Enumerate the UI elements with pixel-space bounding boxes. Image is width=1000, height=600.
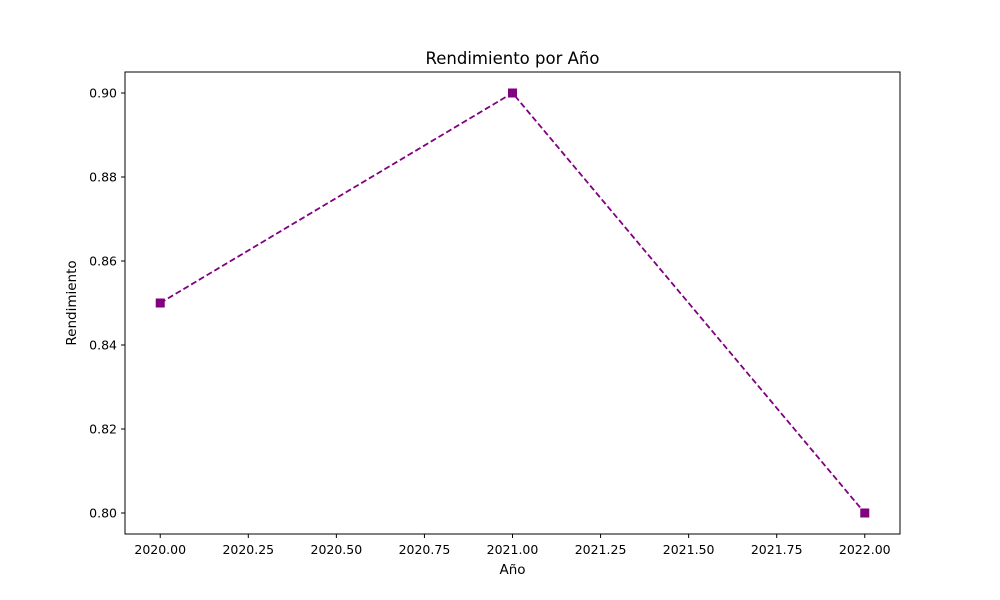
x-axis-ticks: 2020.00 2020.25 2020.50 2020.75 2021.00 2021.… bbox=[134, 534, 891, 557]
y-axis-ticks: 0.80 0.82 0.84 0.86 0.88 0.90 bbox=[89, 86, 125, 521]
y-tick-label: 0.88 bbox=[89, 170, 117, 185]
x-tick-label: 2021.50 bbox=[663, 542, 715, 557]
x-tick-label: 2020.25 bbox=[222, 542, 274, 557]
x-tick-label: 2021.75 bbox=[751, 542, 803, 557]
chart-title: Rendimiento por Año bbox=[426, 49, 600, 68]
y-tick-label: 0.86 bbox=[89, 254, 117, 269]
data-point-marker bbox=[508, 88, 517, 98]
x-tick-label: 2021.25 bbox=[575, 542, 627, 557]
x-tick-label: 2020.75 bbox=[399, 542, 451, 557]
plot-area bbox=[155, 88, 870, 518]
x-tick-label: 2020.00 bbox=[134, 542, 186, 557]
data-point-marker bbox=[860, 508, 870, 518]
y-tick-label: 0.80 bbox=[89, 506, 117, 521]
y-tick-label: 0.84 bbox=[89, 338, 117, 353]
y-tick-label: 0.82 bbox=[89, 422, 117, 437]
x-axis-label: Año bbox=[499, 562, 525, 578]
x-tick-label: 2022.00 bbox=[839, 542, 891, 557]
y-axis-label: Rendimiento bbox=[64, 260, 80, 345]
x-tick-label: 2021.00 bbox=[487, 542, 539, 557]
data-point-marker bbox=[155, 298, 165, 308]
plot-frame bbox=[124, 71, 901, 535]
x-tick-label: 2020.50 bbox=[311, 542, 363, 557]
y-tick-label: 0.90 bbox=[89, 86, 117, 101]
